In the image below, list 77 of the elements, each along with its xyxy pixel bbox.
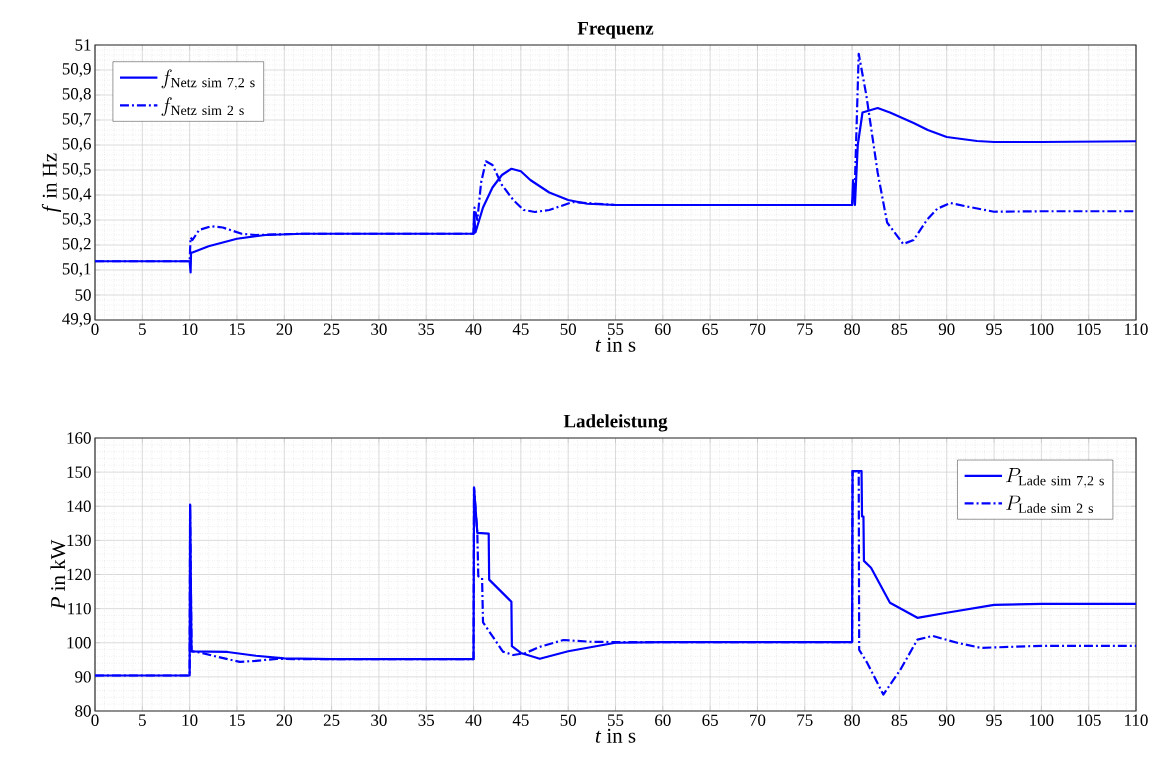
x-tick-label: 35 <box>418 714 435 726</box>
x-axis-title: t in s <box>595 337 636 352</box>
y-tick-label: 130 <box>67 534 91 547</box>
x-tick-label: 0 <box>91 714 99 726</box>
x-tick-label: 40 <box>465 323 482 335</box>
x-tick-label: 65 <box>702 714 718 726</box>
x-tick-label: 80 <box>844 714 860 726</box>
x-tick-label: 95 <box>986 714 1002 726</box>
x-tick-label: 95 <box>986 323 1002 335</box>
y-tick-label: 150 <box>67 466 91 478</box>
y-tick-label: 50,9 <box>62 63 91 77</box>
x-tick-label: 0 <box>91 323 99 335</box>
y-tick-label: 80 <box>75 705 91 717</box>
x-tick-label: 10 <box>182 714 198 726</box>
legend-label: $f_{\mathrm{Netz\ sim\ 2\ s}}$ <box>161 97 244 117</box>
x-tick-label: 40 <box>465 714 482 726</box>
x-tick-label: 80 <box>844 323 860 335</box>
y-tick-label: 50,8 <box>62 88 91 102</box>
x-tick-label: 15 <box>229 323 245 335</box>
x-tick-label: 70 <box>750 714 766 726</box>
x-tick-label: 105 <box>1077 323 1101 335</box>
legend-label: $P_{\mathrm{Lade\ sim\ 2\ s}}$ <box>1006 495 1094 513</box>
y-tick-label: 140 <box>67 500 91 512</box>
y-tick-label: 120 <box>67 568 91 581</box>
x-tick-label: 50 <box>560 714 577 726</box>
x-tick-label: 100 <box>1030 323 1054 335</box>
chart-title: Frequenz <box>577 22 654 39</box>
x-tick-label: 75 <box>797 323 813 335</box>
x-tick-label: 105 <box>1077 714 1101 726</box>
x-tick-label: 50 <box>560 323 577 335</box>
y-tick-label: 160 <box>67 432 91 444</box>
x-tick-label: 45 <box>512 714 529 726</box>
x-tick-label: 30 <box>371 714 387 726</box>
x-tick-label: 20 <box>276 714 293 726</box>
x-tick-label: 55 <box>608 714 624 726</box>
y-tick-label: 50,4 <box>62 188 92 202</box>
x-tick-label: 35 <box>418 323 435 335</box>
x-tick-label: 45 <box>512 323 529 335</box>
x-tick-label: 110 <box>1125 714 1148 726</box>
y-tick-label: 50,5 <box>62 163 91 177</box>
chart-title: Ladeleistung <box>563 414 668 432</box>
y-tick-label: 50,3 <box>62 213 91 227</box>
x-tick-label: 90 <box>938 323 955 335</box>
x-tick-label: 60 <box>655 714 671 726</box>
x-tick-label: 10 <box>182 323 198 335</box>
x-tick-label: 85 <box>891 323 908 335</box>
y-tick-label: 100 <box>67 637 91 649</box>
x-axis-title: t in s <box>595 728 636 743</box>
x-tick-label: 5 <box>139 714 146 726</box>
y-tick-label: 49,9 <box>62 313 91 327</box>
y-tick-label: 50,6 <box>62 138 91 152</box>
y-tick-label: 110 <box>68 602 91 615</box>
x-tick-label: 15 <box>229 714 245 726</box>
y-axis-title: P in kW <box>50 539 66 610</box>
x-tick-label: 25 <box>323 323 340 335</box>
x-tick-label: 70 <box>750 323 766 335</box>
x-tick-label: 85 <box>891 714 908 726</box>
x-tick-label: 5 <box>139 323 146 335</box>
legend-label: $P_{\mathrm{Lade\ sim\ 7{,}2\ s}}$ <box>1006 468 1104 489</box>
y-tick-label: 50,7 <box>62 113 91 127</box>
x-tick-label: 55 <box>608 323 624 335</box>
legend-label: $f_{\mathrm{Netz\ sim\ 7{,}2\ s}}$ <box>161 69 255 90</box>
x-tick-label: 30 <box>371 323 387 335</box>
x-tick-label: 110 <box>1125 323 1148 335</box>
x-tick-label: 20 <box>276 323 293 335</box>
x-tick-label: 100 <box>1030 714 1054 726</box>
y-tick-label: 51 <box>75 39 91 51</box>
y-tick-label: 90 <box>75 671 91 683</box>
x-tick-label: 65 <box>702 323 718 335</box>
y-tick-label: 50 <box>75 289 91 301</box>
y-tick-label: 50,2 <box>62 238 91 252</box>
x-tick-label: 90 <box>938 714 955 726</box>
y-tick-label: 50,1 <box>62 263 91 277</box>
x-tick-label: 25 <box>323 714 340 726</box>
y-axis-title: f in Hz <box>41 153 61 212</box>
x-tick-label: 60 <box>655 323 671 335</box>
x-tick-label: 75 <box>797 714 813 726</box>
